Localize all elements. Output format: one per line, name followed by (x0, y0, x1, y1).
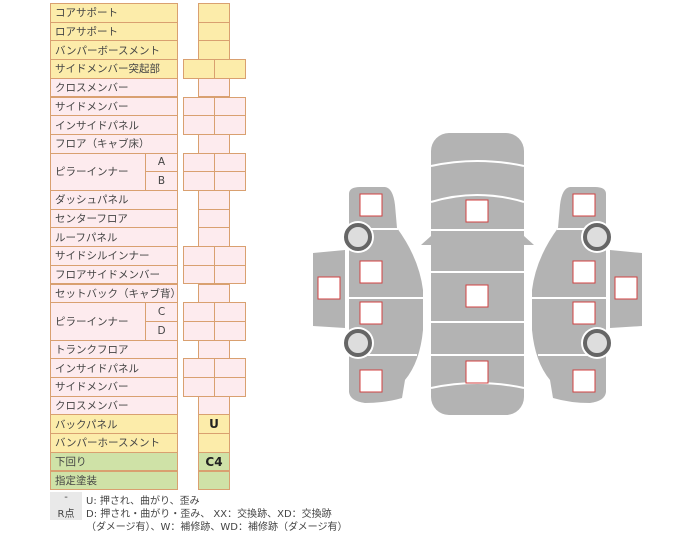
row-label: インサイドパネル (50, 358, 178, 378)
inspection-marker (572, 260, 596, 284)
result-cell-left (183, 152, 215, 173)
row-label: 下回り (50, 451, 178, 472)
inspection-marker (317, 276, 341, 300)
row-sublabel: A (145, 152, 178, 173)
row-sublabel: C (145, 302, 178, 322)
wheel-icon (583, 329, 611, 357)
result-cell-right (214, 246, 246, 266)
wheel-icon (344, 223, 372, 251)
inspection-marker (359, 193, 383, 217)
result-cell (198, 470, 230, 491)
row-label: クロスメンバー (50, 395, 178, 416)
wheel-icon (583, 223, 611, 251)
row-label: バックパネル (50, 414, 178, 435)
wheel-icon (344, 329, 372, 357)
result-cell (198, 433, 230, 453)
inspection-marker (572, 193, 596, 217)
row-label: インサイドパネル (50, 115, 178, 135)
result-cell (198, 283, 230, 304)
legend-text: （ダメージ有）、W：補修跡、WD：補修跡（ダメージ有） (86, 522, 348, 533)
row-label: コアサポート (50, 3, 178, 23)
row-label: サイドメンバー (50, 377, 178, 397)
car-diagram (313, 133, 642, 415)
car-top-body (421, 133, 534, 415)
result-cell-left (183, 377, 215, 397)
result-cell-right (214, 358, 246, 378)
inspection-marker (359, 260, 383, 284)
result-cell-left (183, 115, 215, 135)
result-cell-right (214, 320, 246, 341)
legend-text: U: 押され、曲がり、歪み (86, 496, 200, 507)
row-label: 指定塗装 (50, 470, 178, 491)
legend-text: D: 押され・曲がり・歪み、 XX：交換跡、XD：交換跡 (86, 509, 332, 520)
result-cell: U (198, 414, 230, 435)
row-label: ロアサポート (50, 21, 178, 42)
result-cell (198, 3, 230, 23)
row-sublabel: D (145, 320, 178, 341)
result-cell-right (214, 59, 246, 79)
row-label: サイドメンバー (50, 96, 178, 117)
legend-key: R点 (50, 505, 82, 520)
result-cell (198, 339, 230, 360)
row-label: センターフロア (50, 208, 178, 229)
result-cell (198, 40, 230, 61)
row-label: サイドメンバー突起部 (50, 59, 178, 79)
legend-row: - U: 押され、曲がり、歪み (50, 492, 200, 507)
result-cell-left (183, 59, 215, 79)
row-label: フロア（キャブ床） (50, 133, 178, 154)
result-cell (198, 190, 230, 210)
result-cell (198, 21, 230, 42)
row-label: バンパーホースメント (50, 433, 178, 453)
row-label: バンパーボースメント (50, 40, 178, 61)
result-cell-right (214, 171, 246, 191)
legend-key: - (50, 492, 82, 507)
result-cell-right (214, 302, 246, 322)
inspection-marker (614, 276, 638, 300)
result-cell (198, 133, 230, 154)
result-cell (198, 395, 230, 416)
result-cell-left (183, 264, 215, 285)
result-cell-right (214, 152, 246, 173)
result-cell-left (183, 96, 215, 117)
inspection-marker (465, 360, 489, 384)
result-cell-left (183, 246, 215, 266)
row-label: クロスメンバー (50, 77, 178, 98)
row-label: ダッシュパネル (50, 190, 178, 210)
row-label: ピラーインナー (50, 152, 146, 191)
result-cell-left (183, 171, 215, 191)
row-label: セットバック（キャブ背） (50, 283, 181, 304)
result-cell-right (214, 96, 246, 117)
row-label: フロアサイドメンバー (50, 264, 178, 285)
result-cell (198, 208, 230, 229)
inspection-marker (359, 301, 383, 325)
row-sublabel: B (145, 171, 178, 191)
result-cell-left (183, 302, 215, 322)
result-cell (198, 77, 230, 98)
inspection-marker (572, 369, 596, 393)
row-label: トランクフロア (50, 339, 178, 360)
legend-row: R点 D: 押され・曲がり・歪み、 XX：交換跡、XD：交換跡 (50, 505, 332, 520)
row-label: ピラーインナー (50, 302, 146, 341)
inspection-marker (572, 301, 596, 325)
result-cell-left (183, 358, 215, 378)
inspection-marker (465, 199, 489, 223)
result-cell-right (214, 115, 246, 135)
legend-row: （ダメージ有）、W：補修跡、WD：補修跡（ダメージ有） (50, 518, 347, 533)
result-cell-right (214, 377, 246, 397)
result-cell: C4 (198, 451, 230, 472)
result-cell-left (183, 320, 215, 341)
result-cell (198, 227, 230, 248)
row-label: ルーフパネル (50, 227, 178, 248)
result-cell-right (214, 264, 246, 285)
inspection-marker (465, 284, 489, 308)
inspection-marker (359, 369, 383, 393)
legend-key (50, 518, 82, 533)
row-label: サイドシルインナー (50, 246, 178, 266)
